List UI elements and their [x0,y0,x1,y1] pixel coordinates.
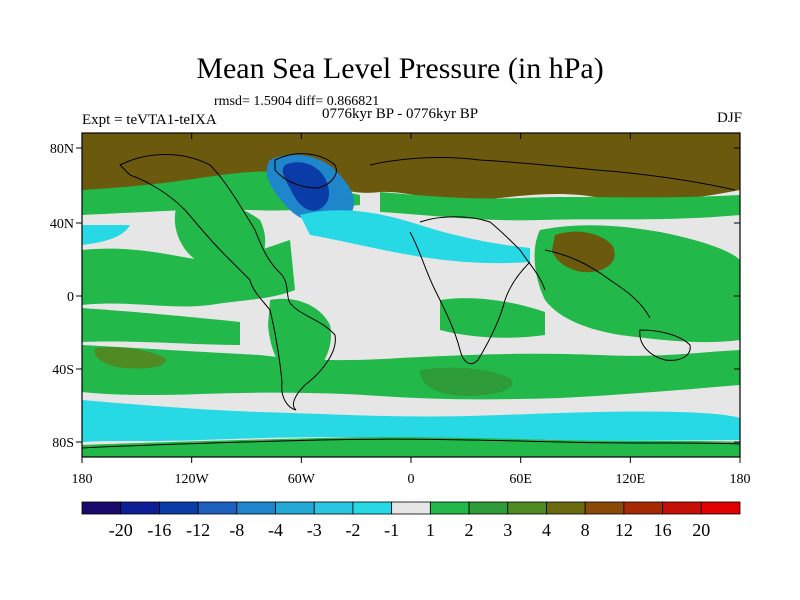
colorbar-label: -4 [268,520,283,540]
green-south-pacific [82,308,240,345]
colorbar-swatch [236,501,276,515]
colorbar-label: 8 [581,520,590,540]
colorbar-swatch [507,501,547,515]
colorbar-label: 3 [503,520,512,540]
pressure-field [82,133,740,457]
colorbar-label: 16 [654,520,672,540]
lon-tick-label: 120W [175,472,210,487]
brown-tibet [552,231,615,273]
colorbar-label: 12 [615,520,633,540]
lon-tick-label: 60W [288,472,316,487]
colorbar-label: -16 [147,520,171,540]
colorbar-swatch [468,501,509,515]
colorbar-swatch [120,501,160,515]
longitude-axis: 180 120W 60W 0 60E 120E 180 [72,133,751,487]
green-band-eurasia [380,192,740,221]
colorbar-label: 4 [542,520,551,540]
coastlines [82,153,740,449]
colorbar-swatch [81,501,122,515]
colorbar-swatch [352,501,393,515]
lon-tick-label: 180 [730,472,751,487]
colorbar-label: -8 [229,520,244,540]
colorbar-swatch [623,501,663,515]
colorbar-label: -12 [186,520,210,540]
colorbar-label: 2 [465,520,474,540]
colorbar-label: -3 [307,520,322,540]
colorbar: -20 -16 -12 -8 -4 -3 -2 -1 1 2 3 4 8 12 16 20 [81,501,741,540]
map-title: Mean Sea Level Pressure (in hPa) [196,52,604,85]
colorbar-swatch [584,501,625,515]
cyan-tongue-atlantic [300,210,530,264]
period-label: 0776kyr BP - 0776kyr BP [322,106,479,122]
colorbar-swatch [313,501,354,515]
greenland-coastline [274,153,337,189]
colorbar-swatch [391,501,431,515]
colorbar-swatch [197,501,238,515]
lat-tick-label: 40N [50,217,74,232]
colorbar-label: 1 [426,520,435,540]
olive-south-pacific [94,347,166,369]
colorbar-label: -20 [109,520,133,540]
lon-tick-label: 0 [408,472,415,487]
cyan-pacific-west [82,225,130,245]
experiment-label: Expt = teVTA1-teIXA [82,112,217,128]
rmsd-stats: rmsd= 1.5904 diff= 0.866821 [214,94,380,109]
lat-tick-label: 80N [50,142,74,157]
eurasia-africa-coastline [369,157,736,365]
colorbar-label: -1 [384,520,399,540]
cyan-southern-ocean [82,400,740,442]
brown-high-lat-north [82,133,740,202]
lat-tick-label: 80S [52,436,74,451]
colorbar-swatch [275,501,315,515]
season-label: DJF [716,110,742,126]
green-southern-belt [82,345,740,400]
colorbar-swatch [662,501,702,515]
latitude-axis: 80N 40N 0 40S 80S [50,142,740,451]
americas-coastline [119,154,336,411]
lat-tick-label: 0 [67,290,74,305]
colorbar-swatch [429,501,470,515]
lon-tick-label: 180 [72,472,93,487]
colorbar-swatch [700,501,741,515]
lat-tick-label: 40S [52,363,74,378]
colorbar-swatch [546,501,586,515]
antarctic-coastline [82,438,740,449]
colorbar-label: 20 [692,520,710,540]
green-africa-south [440,298,545,338]
darkgreen-south-atlantic [420,367,513,396]
colorbar-label: -2 [345,520,360,540]
colorbar-swatch [159,501,199,515]
lon-tick-label: 120E [616,472,646,487]
green-north-america [174,198,266,277]
lon-tick-label: 60E [509,472,532,487]
